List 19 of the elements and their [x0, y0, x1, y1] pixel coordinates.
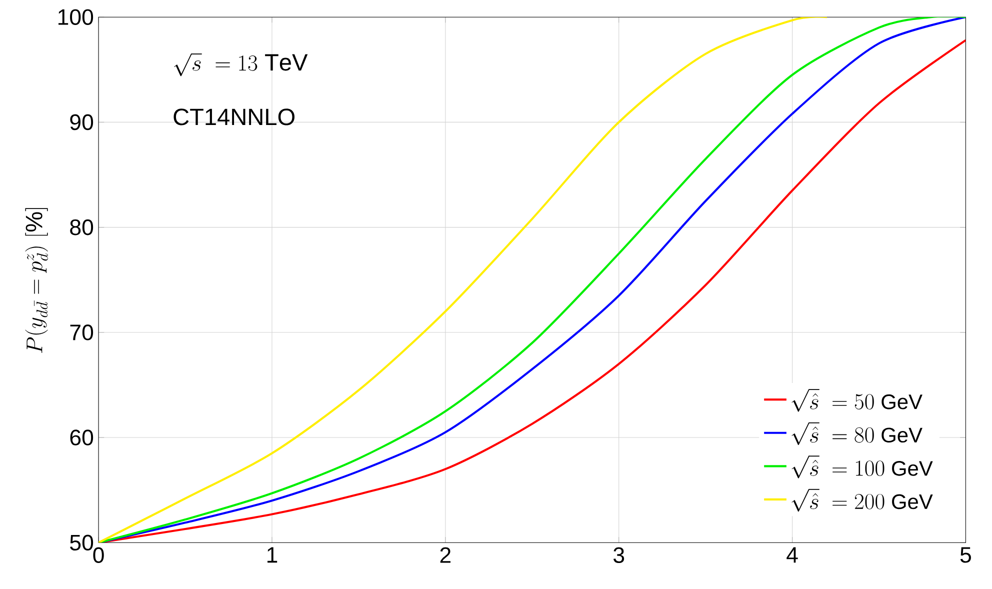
y-tick-label: 90	[70, 114, 94, 130]
x-tick-label: 1	[267, 547, 278, 563]
legend-label: $\sqrt{\hat{s}}\ = 80\ \mathrm{GeV}$	[792, 422, 922, 446]
x-tick-label: 0	[93, 547, 104, 564]
y-tick-label: 80	[70, 220, 94, 236]
y-tick-label: 60	[70, 430, 94, 446]
x-tick-label: 3	[614, 547, 624, 564]
y-axis-title: $P(y_{d\bar{d}} = p_d^z)\ [\%]$	[25, 208, 48, 354]
annotation: CT14NNLO	[174, 108, 294, 126]
y-tick-label: 100	[58, 9, 94, 26]
y-tick-label: 70	[70, 324, 94, 340]
annotation: $\sqrt{s}\ = 13\ \mathrm{TeV}$	[174, 54, 308, 76]
x-tick-label: 5	[960, 547, 971, 563]
legend-label: $\sqrt{\hat{s}}\ = 50\ \mathrm{GeV}$	[792, 389, 922, 412]
legend-label: $\sqrt{\hat{s}}\ = 200\ \mathrm{GeV}$	[792, 489, 933, 512]
legend-label: $\sqrt{\hat{s}}\ = 100\ \mathrm{GeV}$	[792, 456, 933, 478]
x-tick-label: 4	[786, 547, 798, 563]
y-tick-label: 50	[70, 534, 94, 551]
x-tick-label: 2	[440, 547, 450, 563]
